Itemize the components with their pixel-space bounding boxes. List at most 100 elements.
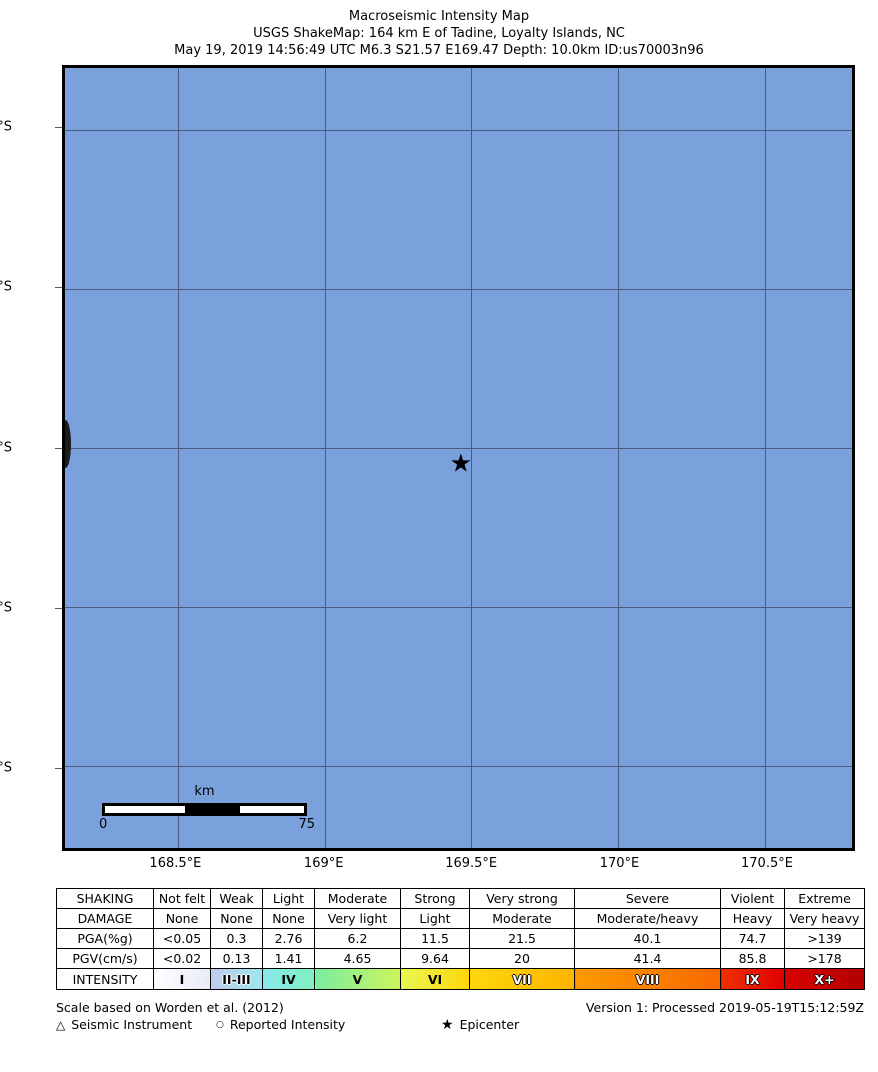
legend-cell: Moderate [314, 888, 401, 909]
intensity-roman-label: V [352, 971, 363, 987]
footer-symbol-key: △ Seismic Instrument ○ Reported Intensity ★ E… [56, 1016, 864, 1033]
legend-cell: Heavy [720, 908, 785, 929]
legend-cell: 4.65 [314, 948, 401, 969]
gridline-vertical-3 [618, 68, 620, 848]
intensity-swatch-ii-iii[interactable]: II-III [210, 968, 263, 990]
scale-bar-max-label: 75 [298, 817, 315, 832]
intensity-swatch-ix[interactable]: IX [720, 968, 785, 990]
title-line-3: May 19, 2019 14:56:49 UTC M6.3 S21.57 E1… [174, 43, 704, 58]
legend-cell: 2.76 [262, 928, 315, 949]
longitude-tick-label-2: 169.5°E [445, 856, 498, 871]
legend-row-label: SHAKING [56, 888, 154, 909]
epicenter-star-marker[interactable]: ★ [449, 448, 473, 478]
legend-cell: Severe [574, 888, 721, 909]
gridline-vertical-1 [324, 68, 326, 848]
intensity-swatch-viii[interactable]: VIII [574, 968, 721, 990]
latitude-tick-label-2: 21.5°S [0, 440, 12, 456]
legend-cell: >139 [784, 928, 865, 949]
scale-bar-graphic [102, 803, 307, 816]
legend-cell: Extreme [784, 888, 865, 909]
legend-cell: Moderate/heavy [574, 908, 721, 929]
legend-cell: 21.5 [469, 928, 575, 949]
legend-row-pgv-cm-s-: PGV(cm/s) <0.02 0.13 1.41 4.65 9.64 20 41.4 85.8… [56, 948, 865, 969]
latitude-tick-mark-3 [55, 608, 62, 610]
map-scale-bar: km 0 75 [99, 784, 315, 832]
gridline-vertical-4 [764, 68, 766, 848]
legend-cell: 74.7 [720, 928, 785, 949]
legend-cell: >178 [784, 948, 865, 969]
intensity-legend-table: SHAKING Not felt Weak Light Moderate Strong Ve… [56, 888, 865, 990]
longitude-tick-label-1: 169°E [303, 856, 344, 871]
legend-row-pga-g-: PGA(%g) <0.05 0.3 2.76 6.2 11.5 21.5 40.1 74.7 >1… [56, 928, 865, 949]
version-text: Version 1: Processed 2019-05-19T15:12:59… [585, 1000, 864, 1015]
legend-row-label: PGA(%g) [56, 928, 154, 949]
shakemap-map[interactable]: ★ km 0 75 [62, 65, 855, 851]
latitude-tick-mark-4 [55, 768, 62, 770]
footer-key-label: Seismic Instrument [71, 1017, 193, 1032]
epicenter-icon: ★ [441, 1017, 454, 1033]
legend-cell: Very light [314, 908, 401, 929]
scale-seg-2 [184, 806, 241, 813]
reported-intensity-icon: ○ [216, 1020, 224, 1030]
footer-key-item-seismic-instrument: △ Seismic Instrument [56, 1016, 192, 1034]
legend-cell: 6.2 [314, 928, 401, 949]
legend-cell: 9.64 [400, 948, 470, 969]
map-footer: Scale based on Worden et al. (2012) Vers… [56, 999, 864, 1033]
title-line-1: Macroseismic Intensity Map [348, 9, 530, 24]
scale-seg-1 [105, 806, 185, 813]
intensity-swatch-vii[interactable]: VII [469, 968, 575, 990]
gridline-horizontal-3 [65, 606, 852, 608]
legend-cell: <0.05 [153, 928, 211, 949]
footer-key-item-reported-intensity: ○ Reported Intensity [216, 1016, 345, 1034]
gridline-vertical-2 [471, 68, 473, 848]
intensity-roman-label: II-III [222, 971, 251, 987]
intensity-swatch-x-[interactable]: X+ [784, 968, 865, 990]
legend-cell: <0.02 [153, 948, 211, 969]
title-line-2: USGS ShakeMap: 164 km E of Tadine, Loyal… [253, 26, 625, 41]
legend-cell: 0.3 [210, 928, 263, 949]
intensity-swatch-i[interactable]: I [153, 968, 211, 990]
legend-cell: Very heavy [784, 908, 865, 929]
longitude-tick-label-4: 170.5°E [741, 856, 793, 871]
scale-seg-3 [240, 806, 304, 813]
seismic-instrument-icon: △ [56, 1018, 66, 1032]
legend-cell: None [153, 908, 211, 929]
legend-row-label: INTENSITY [56, 968, 154, 990]
map-title-block: Macroseismic Intensity Map USGS ShakeMap… [0, 8, 878, 59]
longitude-tick-label-0: 168.5°E [149, 856, 202, 871]
footer-key-label: Epicenter [459, 1017, 520, 1032]
scale-bar-min-label: 0 [99, 817, 108, 832]
latitude-tick-mark-0 [55, 127, 62, 129]
legend-row-label: PGV(cm/s) [56, 948, 154, 969]
footer-key-label: Reported Intensity [229, 1017, 346, 1032]
intensity-swatch-v[interactable]: V [314, 968, 401, 990]
legend-cell: Weak [210, 888, 263, 909]
intensity-roman-label: I [179, 971, 185, 987]
footer-row-credit: Scale based on Worden et al. (2012) Vers… [56, 999, 864, 1016]
gridline-horizontal-1 [65, 288, 852, 290]
longitude-tick-label-3: 170°E [599, 856, 640, 871]
latitude-tick-label-3: 22°S [0, 600, 12, 616]
latitude-tick-label-0: 20.5°S [0, 119, 12, 135]
legend-cell: None [210, 908, 263, 929]
intensity-roman-label: IV [281, 971, 296, 987]
legend-cell: Violent [720, 888, 785, 909]
legend-cell: 0.13 [210, 948, 263, 969]
intensity-roman-label: VIII [635, 971, 660, 987]
legend-cell: 41.4 [574, 948, 721, 969]
gridline-horizontal-0 [65, 129, 852, 131]
coastline-sliver [65, 420, 71, 468]
intensity-swatch-iv[interactable]: IV [262, 968, 315, 990]
legend-cell: Not felt [153, 888, 211, 909]
latitude-tick-mark-1 [55, 287, 62, 289]
legend-cell: Strong [400, 888, 470, 909]
scale-credit-text: Scale based on Worden et al. (2012) [56, 1000, 284, 1015]
legend-cell: 20 [469, 948, 575, 969]
legend-cell: Very strong [469, 888, 575, 909]
legend-cell: 40.1 [574, 928, 721, 949]
intensity-swatch-vi[interactable]: VI [400, 968, 470, 990]
legend-row-damage: DAMAGE None None None Very light Light Moderat… [56, 908, 865, 929]
gridline-horizontal-4 [65, 766, 852, 768]
legend-cell: 85.8 [720, 948, 785, 969]
legend-row-shaking: SHAKING Not felt Weak Light Moderate Strong Ve… [56, 888, 865, 909]
